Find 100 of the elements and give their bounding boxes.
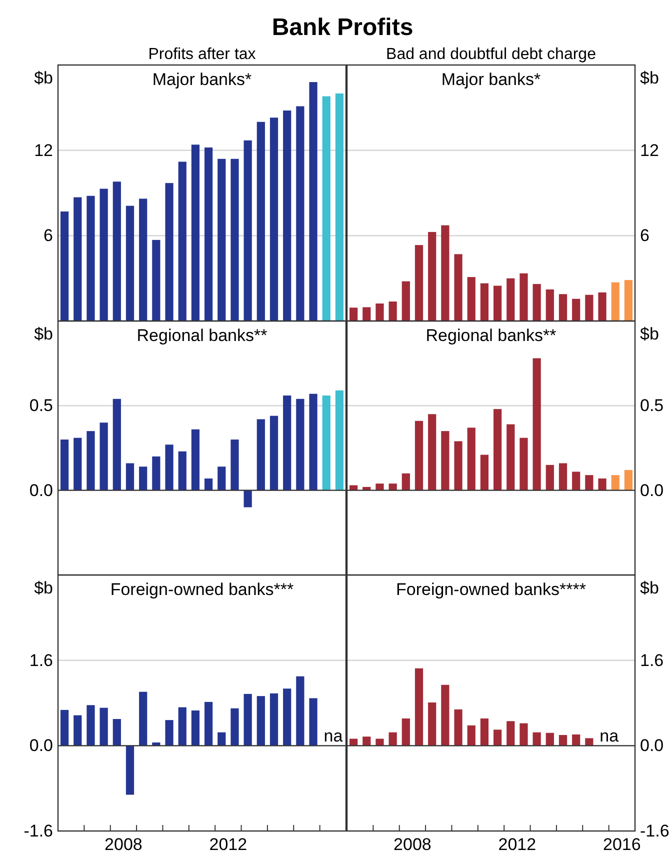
bar (296, 106, 304, 321)
bar (558, 463, 568, 490)
bar (283, 396, 292, 490)
chart-title: Major banks* (441, 70, 541, 89)
y2-axis-title: $b (640, 68, 659, 88)
bar (520, 273, 528, 321)
bar (493, 730, 502, 746)
bar (74, 438, 82, 490)
bar (585, 738, 594, 746)
bar (362, 307, 371, 321)
bar (230, 440, 239, 490)
bar (100, 708, 108, 746)
bar (402, 718, 410, 746)
bar (506, 278, 515, 321)
y-tick-label: 0.5 (29, 396, 53, 416)
chart-title: Regional banks** (136, 326, 268, 345)
bar (191, 144, 200, 321)
bar (191, 710, 200, 746)
bar (126, 463, 134, 490)
y2-tick-label: 1.6 (640, 650, 664, 670)
y-tick-label: 12 (34, 140, 53, 160)
bar (296, 676, 304, 746)
bar (428, 702, 436, 746)
bar (256, 696, 265, 746)
bar (414, 420, 424, 490)
bar (178, 162, 186, 321)
bar (204, 147, 213, 321)
bar (178, 451, 186, 490)
bar (112, 719, 121, 746)
y2-axis-title: $b (640, 578, 659, 598)
bar (283, 688, 292, 746)
bar (256, 419, 265, 490)
bar (74, 715, 82, 746)
bar (414, 245, 424, 321)
bar (270, 693, 278, 746)
bar (309, 698, 318, 746)
bar (376, 304, 384, 321)
bar (493, 409, 502, 490)
x-tick-label: 2012 (209, 835, 248, 854)
bar (441, 431, 450, 490)
bar (414, 668, 424, 746)
bar (86, 705, 95, 746)
bar (218, 732, 226, 746)
y2-tick-label: 0.5 (640, 396, 664, 416)
bar (126, 206, 134, 321)
chart-title: Foreign-owned banks**** (396, 580, 586, 599)
bar (388, 302, 397, 321)
chart-title: Regional banks** (426, 326, 557, 345)
bar (480, 718, 489, 746)
bar (441, 225, 450, 321)
y2-tick-label: 0.0 (640, 736, 664, 756)
bar (506, 721, 515, 746)
bar (335, 93, 344, 321)
bar (362, 736, 371, 746)
bar (558, 735, 568, 746)
bar (506, 424, 515, 490)
bar (139, 466, 148, 490)
bar (598, 478, 606, 490)
bar (572, 734, 580, 746)
bar (454, 254, 462, 321)
bar (520, 438, 528, 490)
bar (204, 702, 213, 746)
bar (428, 232, 436, 321)
bar (204, 478, 213, 490)
bar (611, 475, 620, 490)
y-tick-label: 0.0 (29, 480, 53, 500)
bar (611, 282, 620, 321)
bar (493, 286, 502, 321)
annotation: na (600, 726, 620, 746)
bar (60, 211, 69, 321)
bar (178, 707, 186, 746)
bar (520, 723, 528, 746)
bar (402, 281, 410, 321)
bar (165, 720, 174, 746)
bar (112, 398, 121, 490)
y-axis-title: $b (34, 324, 53, 344)
bar (322, 96, 330, 321)
y2-tick-label: 6 (640, 226, 650, 246)
bar (546, 464, 554, 490)
bar (230, 158, 239, 321)
y-tick-label: 1.6 (29, 650, 53, 670)
bar (454, 441, 462, 490)
bar (112, 182, 121, 321)
bar (532, 732, 541, 746)
x-tick-label: 2012 (498, 835, 536, 854)
bar (480, 454, 489, 490)
bar (165, 183, 174, 321)
y2-tick-label: 0.0 (640, 480, 664, 500)
y2-tick-label: -1.6 (640, 822, 669, 840)
bar (309, 394, 318, 490)
bar (335, 390, 344, 490)
bar (624, 470, 633, 490)
bar (244, 694, 252, 746)
bar (139, 198, 148, 321)
y-tick-label: -1.6 (24, 822, 53, 840)
bar (454, 709, 462, 746)
bar (100, 422, 108, 490)
bar (126, 746, 134, 795)
bar (598, 292, 606, 321)
bar (60, 440, 69, 490)
